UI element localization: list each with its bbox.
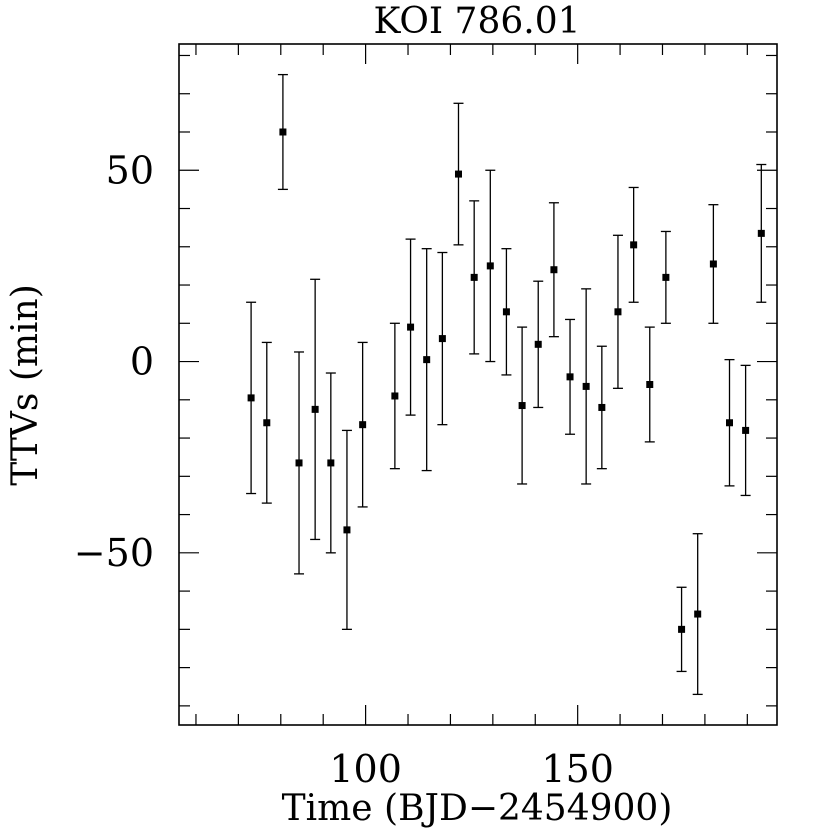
tick-labels: 100 150 50 0 −50 [74,148,614,791]
data-point [311,405,319,413]
data-point [742,426,750,434]
axis-ticks [179,44,777,725]
data-point [279,128,287,136]
data-point [678,625,686,633]
data-point [566,373,574,381]
data-point [407,323,415,331]
y-tick-label: 0 [130,340,154,384]
plot-frame [178,43,778,726]
data-point [694,610,702,618]
data-point [263,419,271,427]
data-point [614,308,622,316]
data-point [598,403,606,411]
y-axis-label: TTVs (min) [5,284,46,486]
data-point [295,459,303,467]
y-tick-label: 50 [106,148,154,192]
y-tick-label: −50 [74,531,154,575]
data-point [327,459,335,467]
data-point [502,308,510,316]
data-point [757,229,765,237]
data-point [518,402,526,410]
data-point [630,241,638,249]
x-axis-label: Time (BJD−2454900) [282,788,673,829]
data-point [343,526,351,534]
data-point [423,356,431,364]
data-point [709,260,717,268]
x-tick-label: 150 [541,747,614,791]
data-point [438,335,446,343]
data-point [454,170,462,178]
data-point [582,382,590,390]
data-point [725,419,733,427]
data-points [246,73,767,696]
data-point [247,394,255,402]
data-point [646,381,654,388]
data-point [470,273,478,281]
data-point [359,421,367,429]
chart-title: KOI 786.01 [373,1,580,42]
data-point [486,262,494,270]
data-point [662,273,670,281]
data-point [534,340,542,348]
data-point [391,392,399,400]
data-point [550,266,558,274]
x-tick-label: 100 [329,747,402,791]
